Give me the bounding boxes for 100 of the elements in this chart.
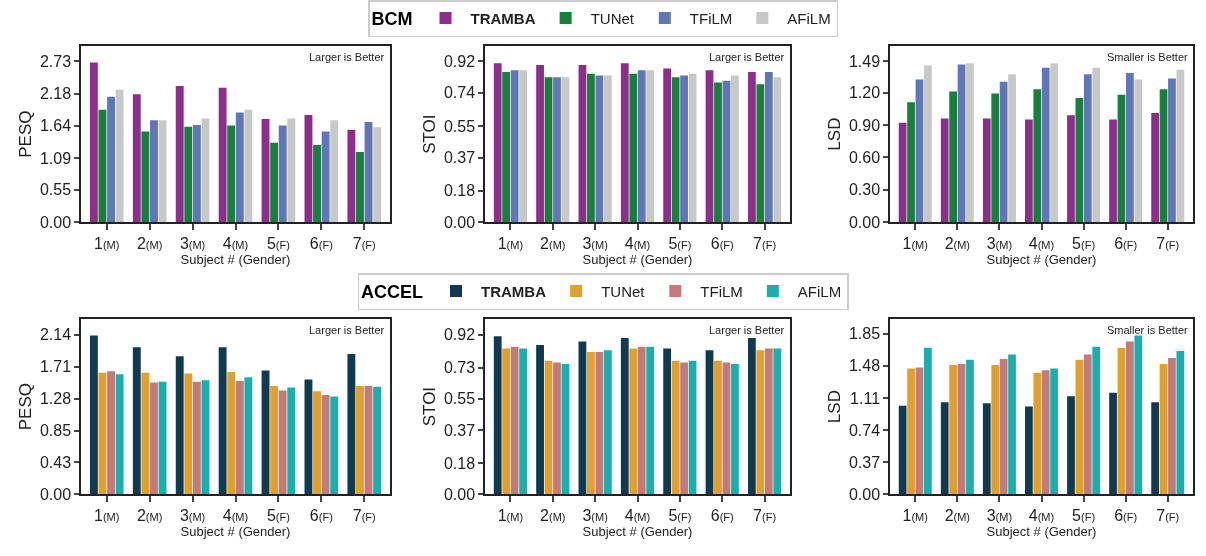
bar — [756, 350, 765, 495]
bar — [347, 129, 356, 223]
bar — [1050, 368, 1058, 495]
x-tick-label: 3(M) — [582, 235, 608, 253]
bar — [356, 152, 364, 223]
bar — [705, 70, 714, 223]
x-tick-label: 3(M) — [179, 507, 206, 525]
bar — [915, 79, 924, 223]
bar — [330, 120, 339, 223]
x-tick-label: 7(F) — [352, 235, 376, 253]
bar — [510, 70, 519, 223]
bar — [907, 102, 915, 223]
bar — [235, 112, 244, 223]
y-tick-label: 0.74 — [443, 84, 476, 102]
x-tick-label: 5(F) — [266, 235, 290, 253]
bar — [1126, 73, 1134, 223]
bar — [1092, 346, 1101, 495]
x-tick-label: 7(F) — [753, 507, 777, 525]
y-tick-label: 1.64 — [39, 117, 72, 135]
x-tick-label: 6(F) — [1114, 507, 1138, 525]
bar — [244, 109, 253, 223]
bar — [957, 364, 966, 495]
y-tick-label: 1.09 — [39, 149, 72, 167]
x-tick-label: 2(M) — [540, 235, 566, 253]
y-tick-label: 2.73 — [39, 52, 72, 70]
bar — [764, 71, 773, 223]
annotation: Larger is Better — [709, 51, 785, 63]
bar — [982, 118, 991, 223]
bar — [553, 77, 561, 223]
bar — [561, 364, 570, 495]
bar — [132, 94, 141, 223]
legend-label: TRAMBA — [481, 282, 547, 300]
bar — [629, 73, 638, 223]
y-tick-label: 1.71 — [39, 358, 72, 376]
y-tick-label: 0.55 — [443, 390, 476, 408]
bar — [1109, 119, 1117, 223]
y-tick-label: 2.14 — [39, 326, 72, 344]
bar — [1033, 89, 1042, 223]
bar — [756, 84, 765, 223]
bar — [764, 348, 773, 495]
bar — [924, 347, 932, 495]
bar — [773, 348, 782, 495]
bar — [192, 381, 201, 495]
bar — [680, 362, 688, 495]
bar — [1159, 364, 1168, 495]
legend-label: AFiLM — [797, 282, 842, 300]
bar — [966, 359, 974, 495]
bar — [270, 386, 279, 495]
bar — [1159, 89, 1168, 223]
x-axis-title: Subject # (Gender) — [582, 252, 693, 268]
bar — [278, 390, 287, 495]
bar — [150, 120, 158, 223]
bar — [680, 75, 688, 223]
bar — [603, 350, 612, 495]
x-tick-label: 4(M) — [222, 507, 249, 525]
y-axis-title: PESQ — [15, 110, 35, 158]
bar — [1176, 69, 1185, 223]
bar — [218, 347, 227, 495]
y-tick-label: 0.73 — [443, 359, 476, 377]
bar — [629, 348, 638, 495]
bar — [1092, 67, 1101, 223]
x-tick-label: 7(F) — [352, 507, 376, 525]
bar — [227, 125, 236, 223]
bar — [1050, 63, 1058, 223]
x-tick-label: 7(F) — [753, 235, 777, 253]
bar — [671, 77, 680, 223]
bar — [595, 351, 604, 495]
bar — [347, 354, 356, 495]
bar — [1075, 97, 1084, 223]
legend-title: BCM — [371, 9, 413, 30]
bar — [356, 386, 364, 495]
y-tick-label: 0.85 — [39, 422, 72, 440]
legend-label: TUNet — [590, 9, 635, 27]
x-tick-label: 1(M) — [497, 235, 524, 253]
bar — [1134, 79, 1143, 223]
bar — [561, 77, 570, 223]
bar — [982, 403, 991, 495]
bar — [595, 75, 604, 223]
bar — [663, 348, 672, 495]
bar — [663, 68, 672, 223]
bar — [1083, 74, 1092, 223]
y-tick-label: 2.18 — [39, 85, 72, 103]
bar — [578, 64, 587, 223]
x-tick-label: 4(M) — [1028, 235, 1055, 253]
bar — [192, 124, 201, 223]
bar — [132, 347, 141, 495]
bar — [731, 364, 739, 495]
x-tick-label: 6(F) — [309, 235, 333, 253]
bar — [714, 360, 722, 495]
bar — [991, 93, 1000, 223]
y-tick-label: 1.11 — [850, 389, 881, 407]
legend-label: TUNet — [601, 282, 646, 300]
x-tick-label: 2(M) — [944, 235, 971, 253]
bar — [1067, 115, 1075, 223]
bar — [940, 402, 949, 495]
bar — [321, 395, 330, 495]
annotation: Larger is Better — [309, 51, 385, 63]
x-tick-label: 5(F) — [1072, 235, 1096, 253]
y-tick-label: 1.48 — [848, 357, 881, 375]
bar — [1126, 341, 1134, 495]
